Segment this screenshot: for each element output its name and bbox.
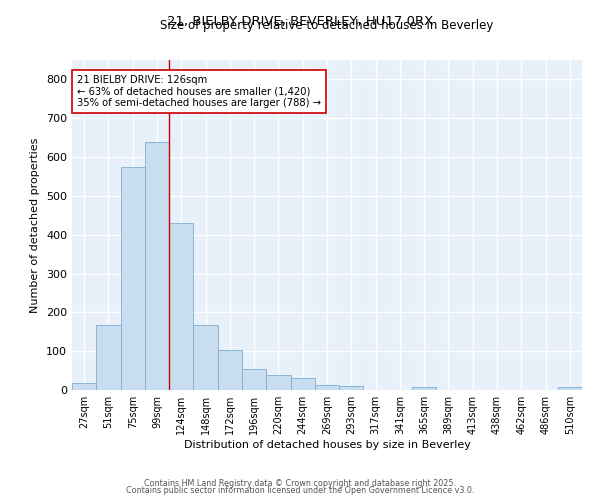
Bar <box>412 387 436 390</box>
Bar <box>218 350 242 390</box>
Bar <box>145 142 169 390</box>
Title: Size of property relative to detached houses in Beverley: Size of property relative to detached ho… <box>160 20 494 32</box>
Bar <box>193 325 218 390</box>
Y-axis label: Number of detached properties: Number of detached properties <box>31 138 40 312</box>
Bar <box>121 167 145 390</box>
Bar <box>339 386 364 390</box>
Text: 21 BIELBY DRIVE: 126sqm
← 63% of detached houses are smaller (1,420)
35% of semi: 21 BIELBY DRIVE: 126sqm ← 63% of detache… <box>77 75 321 108</box>
Bar <box>96 325 121 390</box>
Bar <box>315 386 339 390</box>
Bar <box>72 383 96 390</box>
Bar <box>266 375 290 390</box>
Bar <box>290 378 315 390</box>
Bar <box>558 388 582 390</box>
Bar <box>242 368 266 390</box>
Bar <box>169 223 193 390</box>
Text: Contains public sector information licensed under the Open Government Licence v3: Contains public sector information licen… <box>126 486 474 495</box>
Text: Contains HM Land Registry data © Crown copyright and database right 2025.: Contains HM Land Registry data © Crown c… <box>144 478 456 488</box>
X-axis label: Distribution of detached houses by size in Beverley: Distribution of detached houses by size … <box>184 440 470 450</box>
Text: 21, BIELBY DRIVE, BEVERLEY, HU17 0RX: 21, BIELBY DRIVE, BEVERLEY, HU17 0RX <box>167 15 433 28</box>
